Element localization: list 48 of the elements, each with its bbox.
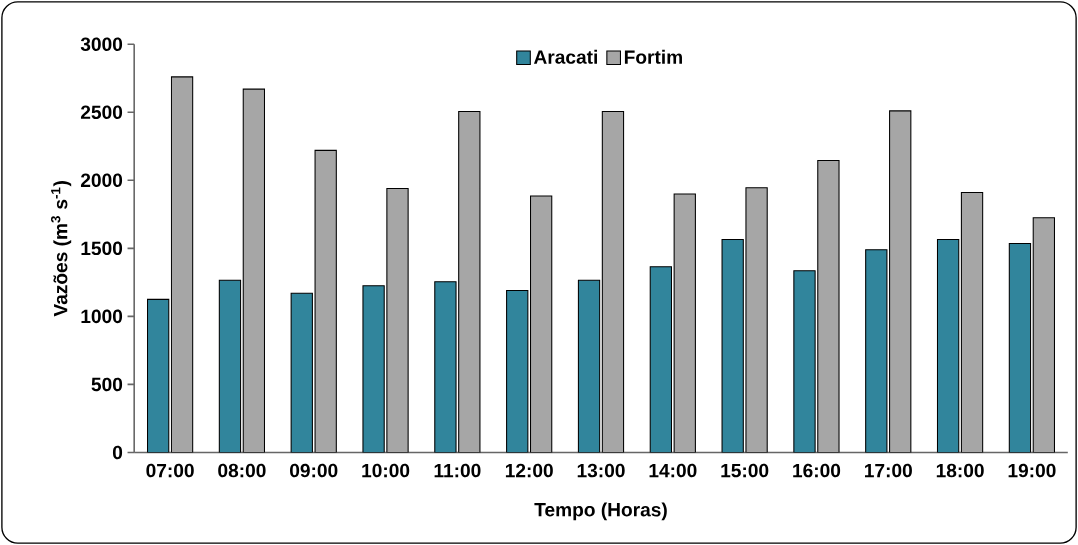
y-tick-label: 1000 [81,309,123,324]
bar [601,111,625,453]
bar [817,160,840,453]
bar [529,195,553,453]
bar [506,289,529,453]
legend-label: Fortim [624,49,682,64]
bar [434,281,457,453]
bar [721,238,744,453]
bar [649,266,673,453]
bar [1008,243,1032,453]
x-tick-label: 18:00 [936,463,984,478]
x-tick-label: 15:00 [721,463,769,478]
y-tick-label: 1500 [81,241,123,256]
x-tick-label: 11:00 [434,463,481,478]
bar [673,193,696,453]
bar [314,149,337,453]
bar [865,249,888,453]
bar [745,187,768,453]
y-tick-label: 2000 [80,173,123,188]
bar [936,238,960,453]
x-tick-label: 07:00 [146,463,194,478]
x-tick-label: 10:00 [362,463,410,478]
bar [362,285,385,453]
y-tick-label: 0 [112,445,123,460]
bar [960,192,984,453]
bar [458,111,481,453]
bar [218,279,242,453]
x-tick-label: 16:00 [793,463,841,478]
x-tick-label: 12:00 [505,463,553,478]
x-tick-label: 08:00 [218,463,266,478]
legend-label: Aracati [533,49,597,64]
bar [242,88,266,453]
x-tick-label: 14:00 [649,463,697,478]
x-axis-title: Tempo (Horas) [534,502,667,521]
x-tick-label: 19:00 [1008,463,1056,478]
bar [290,292,313,453]
y-tick-label: 3000 [80,37,123,51]
y-tick-label: 500 [91,377,123,392]
y-tick-label: 2500 [80,105,123,120]
x-tick-label: 09:00 [290,463,338,478]
bar [146,298,170,453]
bar [1032,217,1056,453]
bar [577,279,601,453]
bar [170,76,194,453]
y-axis-title: Vazões (m$^{3}$ s$^{-1}$) [50,181,72,317]
x-tick-label: 17:00 [865,463,912,478]
bar [889,110,912,453]
x-tick-label: 13:00 [577,463,625,478]
